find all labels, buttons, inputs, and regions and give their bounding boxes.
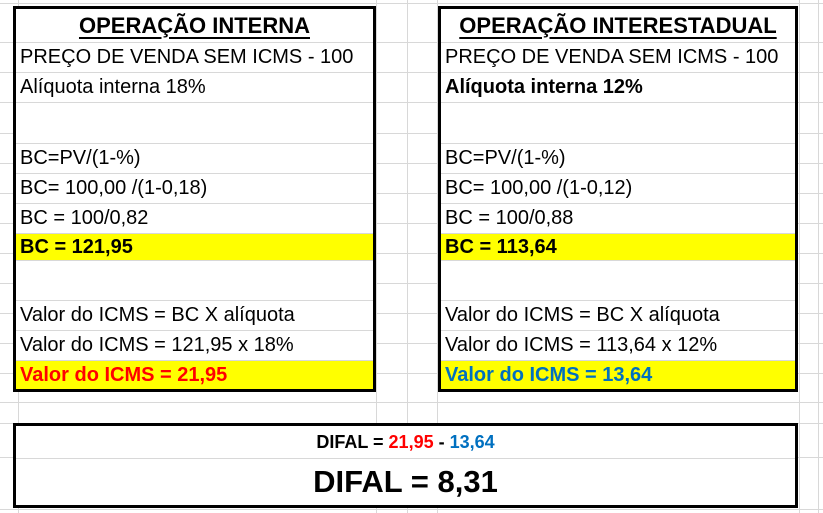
interstate-bc-formula-cell[interactable]: BC=PV/(1-%): [441, 143, 795, 173]
difal-formula-minuend: 21,95: [388, 431, 434, 452]
gridline: [0, 42, 823, 43]
difal-formula-separator: -: [433, 431, 450, 452]
gridline: [0, 102, 823, 103]
gridline: [0, 72, 823, 73]
gridline: [799, 0, 800, 513]
gridline: [0, 373, 823, 374]
internal-bc-result-cell[interactable]: BC = 121,95: [16, 233, 373, 260]
difal-formula-cell[interactable]: DIFAL = 21,95 - 13,64: [16, 426, 795, 458]
interstate-bc-step2-cell[interactable]: BC = 100/0,88: [441, 203, 795, 233]
gridline: [0, 283, 823, 284]
interstate-bc-step1-cell[interactable]: BC= 100,00 /(1-0,12): [441, 173, 795, 203]
gridline: [0, 253, 823, 254]
interstate-rate-cell[interactable]: Alíquota interna 12%: [441, 72, 795, 102]
internal-bc-step1-cell[interactable]: BC= 100,00 /(1-0,18): [16, 173, 373, 203]
gridline: [0, 313, 823, 314]
internal-bc-formula-cell[interactable]: BC=PV/(1-%): [16, 143, 373, 173]
interstate-icms-formula-cell[interactable]: Valor do ICMS = BC X alíquota: [441, 300, 795, 330]
internal-icms-formula-cell[interactable]: Valor do ICMS = BC X alíquota: [16, 300, 373, 330]
internal-icms-step-cell[interactable]: Valor do ICMS = 121,95 x 18%: [16, 330, 373, 360]
gridline: [0, 163, 823, 164]
gridline: [818, 0, 819, 513]
interstate-operation-table: OPERAÇÃO INTERESTADUAL PREÇO DE VENDA SE…: [438, 6, 798, 392]
internal-blank-cell[interactable]: [16, 260, 373, 300]
gridline: [376, 0, 377, 513]
gridline: [0, 402, 823, 403]
internal-bc-step2-cell[interactable]: BC = 100/0,82: [16, 203, 373, 233]
difal-formula-subtrahend: 13,64: [449, 431, 495, 452]
internal-blank-cell[interactable]: [16, 102, 373, 143]
gridline: [0, 133, 823, 134]
internal-icms-result-cell[interactable]: Valor do ICMS = 21,95: [16, 360, 373, 389]
interstate-bc-result-cell[interactable]: BC = 113,64: [441, 233, 795, 260]
interstate-title: OPERAÇÃO INTERESTADUAL: [459, 12, 777, 38]
internal-rate-cell[interactable]: Alíquota interna 18%: [16, 72, 373, 102]
difal-result-cell[interactable]: DIFAL = 8,31: [16, 458, 795, 505]
interstate-blank-cell[interactable]: [441, 102, 795, 143]
interstate-icms-result-cell[interactable]: Valor do ICMS = 13,64: [441, 360, 795, 389]
gridline: [0, 193, 823, 194]
difal-table: DIFAL = 21,95 - 13,64 DIFAL = 8,31: [13, 423, 798, 508]
internal-price-cell[interactable]: PREÇO DE VENDA SEM ICMS - 100: [16, 42, 373, 72]
gridline: [0, 509, 823, 510]
difal-formula-label: DIFAL =: [316, 431, 389, 452]
gridline: [0, 223, 823, 224]
interstate-icms-step-cell[interactable]: Valor do ICMS = 113,64 x 12%: [441, 330, 795, 360]
interstate-title-cell[interactable]: OPERAÇÃO INTERESTADUAL: [441, 9, 795, 42]
gridline: [0, 3, 823, 4]
interstate-blank-cell[interactable]: [441, 260, 795, 300]
interstate-price-cell[interactable]: PREÇO DE VENDA SEM ICMS - 100: [441, 42, 795, 72]
gridline: [437, 0, 438, 513]
internal-operation-table: OPERAÇÃO INTERNA PREÇO DE VENDA SEM ICMS…: [13, 6, 376, 392]
gridline: [407, 0, 408, 513]
gridline: [0, 343, 823, 344]
internal-title-cell[interactable]: OPERAÇÃO INTERNA: [16, 9, 373, 42]
internal-title: OPERAÇÃO INTERNA: [78, 12, 310, 38]
